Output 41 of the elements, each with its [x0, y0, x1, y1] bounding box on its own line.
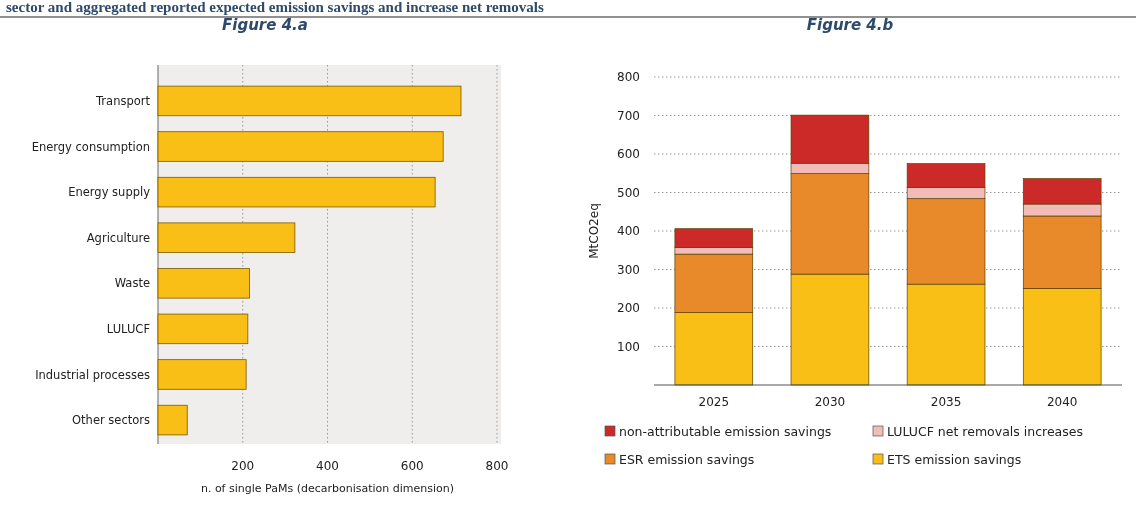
y-tick-label: 200 [617, 301, 640, 316]
y-tick-label: 100 [617, 339, 640, 354]
y-tick-label: 600 [617, 147, 640, 162]
bar [157, 85, 462, 117]
y-tick-label: 500 [617, 185, 640, 200]
legend-label: non-attributable emission savings [619, 424, 832, 440]
x-tick-label: 200 [231, 459, 255, 473]
y-tick-label: LULUCF [106, 321, 150, 336]
y-tick-label: Other sectors [72, 413, 150, 428]
chart-title: Figure 4.a [222, 16, 308, 34]
bar [157, 176, 436, 208]
legend-label: ESR emission savings [619, 452, 755, 468]
y-axis-title: MtCO2eq [587, 203, 601, 259]
legend-label: ETS emission savings [887, 452, 1022, 468]
y-tick-label: Waste [114, 276, 150, 291]
bar [157, 313, 249, 345]
x-tick-label: 2040 [1046, 395, 1078, 409]
bar [157, 131, 444, 162]
legend-label: LULUCF net removals increases [887, 424, 1083, 440]
x-tick-label: 800 [485, 459, 509, 473]
x-tick-label: 600 [400, 459, 424, 473]
bar [157, 359, 247, 390]
y-tick-label: Transport [95, 93, 151, 108]
y-tick-label: Agriculture [86, 230, 150, 245]
x-tick-label: 400 [316, 459, 339, 473]
y-tick-label: 400 [617, 224, 640, 239]
x-tick-label: 2030 [814, 395, 846, 409]
text: sector and aggregated reported expected emission savings and increase net removals [6, 0, 544, 15]
chart-title: Figure 4.b [806, 16, 894, 34]
bar [157, 268, 250, 299]
y-tick-label: 800 [617, 70, 640, 85]
y-tick-label: Industrial processes [35, 367, 150, 382]
bar [157, 404, 188, 436]
x-axis-title: n. of single PaMs (decarbonisation dimension) [200, 482, 455, 495]
y-tick-label: Energy consumption [31, 139, 150, 154]
bar [157, 222, 296, 253]
x-tick-label: 2025 [698, 395, 730, 409]
y-tick-label: Energy supply [68, 185, 151, 200]
y-tick-label: 700 [617, 108, 640, 123]
y-tick-label: 300 [617, 262, 640, 277]
x-tick-label: 2035 [930, 395, 962, 409]
